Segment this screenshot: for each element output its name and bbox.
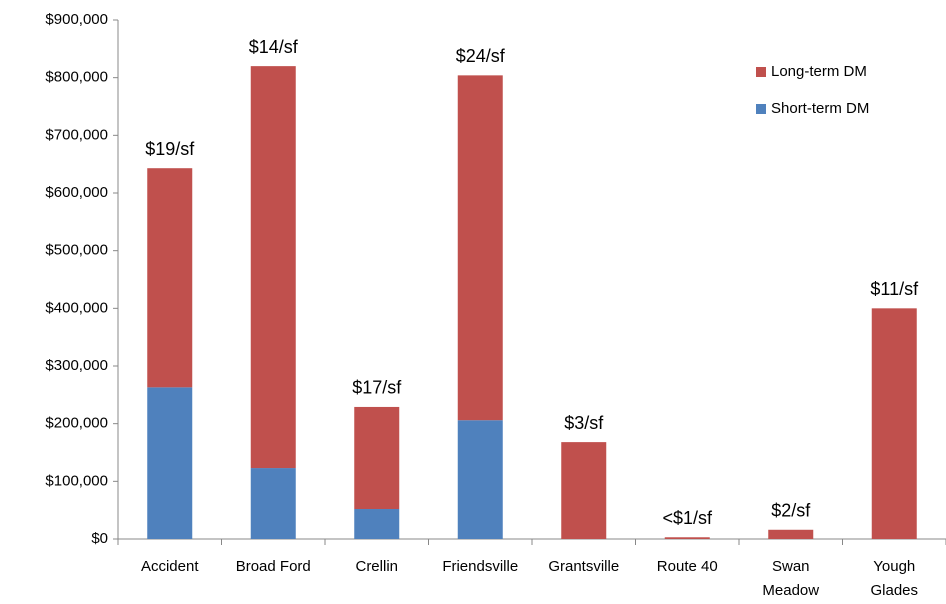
legend-label: Long-term DM xyxy=(771,63,867,80)
bar-segment xyxy=(561,442,607,539)
y-tick-label: $700,000 xyxy=(45,126,108,143)
bar-segment xyxy=(354,509,400,539)
x-tick-label: Broad Ford xyxy=(236,558,311,575)
y-tick-label: $0 xyxy=(91,530,108,547)
bar-segment xyxy=(871,308,917,539)
bar-annotation: $14/sf xyxy=(249,37,299,57)
bar-segment xyxy=(664,537,710,539)
x-tick-label: Accident xyxy=(141,558,199,575)
bar-segment xyxy=(768,529,814,539)
bar-annotation: $2/sf xyxy=(771,501,811,521)
y-tick-label: $500,000 xyxy=(45,242,108,259)
bar-annotation: $3/sf xyxy=(564,413,604,433)
y-tick-label: $800,000 xyxy=(45,69,108,86)
y-tick-label: $300,000 xyxy=(45,357,108,374)
y-tick-label: $900,000 xyxy=(45,11,108,28)
bar-segment xyxy=(250,468,296,539)
y-tick-label: $600,000 xyxy=(45,184,108,201)
x-tick-label: Route 40 xyxy=(657,558,718,575)
legend-swatch xyxy=(756,104,766,114)
x-tick-label: Grantsville xyxy=(548,558,619,575)
bar-segment xyxy=(457,420,503,539)
y-tick-label: $200,000 xyxy=(45,415,108,432)
x-tick-label: Swan Meadow xyxy=(762,558,819,599)
bar-segment xyxy=(354,406,400,510)
bar-annotation: $11/sf xyxy=(870,279,919,299)
bar-segment xyxy=(250,66,296,469)
legend-swatch xyxy=(756,67,766,77)
y-tick-label: $400,000 xyxy=(45,299,108,316)
bar-annotation: $19/sf xyxy=(145,139,195,159)
bar-segment xyxy=(457,75,503,421)
bar-segment xyxy=(147,168,193,388)
x-tick-label: Yough Glades xyxy=(870,558,918,599)
bar-segment xyxy=(147,387,193,539)
bar-annotation: $24/sf xyxy=(456,46,506,66)
y-tick-label: $100,000 xyxy=(45,472,108,489)
x-tick-label: Friendsville xyxy=(442,558,518,575)
bar-annotation: $17/sf xyxy=(352,378,402,398)
x-tick-label: Crellin xyxy=(355,558,398,575)
legend-label: Short-term DM xyxy=(771,100,869,117)
bar-annotation: <$1/sf xyxy=(662,508,713,528)
